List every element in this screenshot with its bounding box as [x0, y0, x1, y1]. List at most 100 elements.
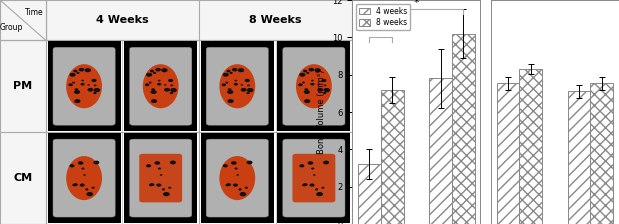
Circle shape — [163, 192, 170, 196]
Circle shape — [304, 99, 310, 103]
Circle shape — [235, 80, 237, 81]
Circle shape — [68, 83, 73, 86]
Circle shape — [302, 82, 305, 84]
Circle shape — [76, 72, 80, 74]
Circle shape — [311, 80, 314, 81]
Text: *: * — [413, 0, 419, 8]
Circle shape — [78, 161, 84, 165]
Ellipse shape — [296, 64, 332, 108]
Circle shape — [85, 189, 89, 191]
Circle shape — [245, 187, 248, 189]
FancyBboxPatch shape — [129, 47, 192, 125]
Bar — [381, 90, 404, 224]
Circle shape — [310, 183, 314, 187]
Circle shape — [225, 82, 228, 84]
Circle shape — [245, 79, 250, 82]
Circle shape — [234, 83, 238, 86]
Circle shape — [87, 192, 93, 196]
Circle shape — [239, 188, 241, 190]
Legend: 4 weeks, 8 weeks: 4 weeks, 8 weeks — [356, 4, 410, 30]
Circle shape — [73, 183, 78, 186]
Bar — [568, 91, 591, 224]
Circle shape — [150, 183, 154, 186]
FancyBboxPatch shape — [129, 139, 192, 217]
Circle shape — [241, 84, 243, 86]
Circle shape — [323, 92, 326, 94]
Circle shape — [227, 99, 234, 103]
Circle shape — [318, 88, 323, 92]
Bar — [591, 83, 613, 224]
Circle shape — [247, 84, 250, 86]
Circle shape — [85, 68, 91, 72]
Circle shape — [145, 83, 149, 86]
Circle shape — [74, 90, 80, 94]
Circle shape — [316, 192, 323, 196]
Bar — [201, 41, 274, 131]
Ellipse shape — [219, 156, 255, 200]
Circle shape — [246, 92, 250, 94]
Circle shape — [315, 189, 318, 191]
Circle shape — [303, 183, 308, 186]
Circle shape — [313, 174, 316, 176]
Bar — [0, 0, 46, 40]
Circle shape — [241, 88, 246, 92]
Ellipse shape — [143, 64, 179, 108]
Y-axis label: Bone Volume (mm³): Bone Volume (mm³) — [318, 70, 326, 154]
FancyBboxPatch shape — [283, 139, 345, 217]
Circle shape — [162, 188, 165, 190]
Circle shape — [150, 90, 157, 94]
Circle shape — [92, 79, 97, 82]
Circle shape — [310, 83, 314, 86]
Circle shape — [298, 83, 303, 86]
Circle shape — [154, 161, 160, 165]
Bar — [124, 41, 197, 131]
Ellipse shape — [66, 156, 102, 200]
FancyBboxPatch shape — [206, 47, 269, 125]
Circle shape — [85, 188, 89, 190]
Circle shape — [72, 184, 76, 186]
Circle shape — [222, 83, 226, 86]
FancyBboxPatch shape — [53, 139, 115, 217]
Circle shape — [162, 189, 165, 191]
Circle shape — [304, 90, 310, 94]
Circle shape — [321, 187, 324, 189]
Circle shape — [238, 189, 241, 191]
Bar — [277, 133, 350, 223]
Circle shape — [168, 79, 173, 82]
Circle shape — [232, 68, 238, 71]
Circle shape — [149, 184, 153, 186]
Circle shape — [164, 84, 167, 86]
Bar — [358, 164, 381, 224]
Circle shape — [79, 68, 84, 71]
Circle shape — [81, 168, 85, 170]
Circle shape — [227, 183, 231, 186]
Circle shape — [80, 183, 85, 187]
Bar — [124, 133, 197, 223]
Text: Time: Time — [25, 8, 44, 17]
Circle shape — [308, 161, 313, 165]
Circle shape — [233, 183, 238, 187]
Circle shape — [156, 183, 162, 187]
Circle shape — [227, 70, 231, 72]
Circle shape — [75, 88, 79, 91]
Circle shape — [155, 68, 161, 71]
Circle shape — [247, 88, 253, 92]
Bar — [496, 83, 519, 224]
Bar — [201, 133, 274, 223]
Circle shape — [238, 68, 245, 72]
Circle shape — [150, 70, 154, 72]
Bar — [519, 69, 542, 224]
Circle shape — [80, 83, 85, 86]
Circle shape — [302, 184, 306, 186]
Circle shape — [314, 68, 321, 72]
Circle shape — [153, 72, 156, 74]
Bar — [277, 41, 350, 131]
Circle shape — [246, 161, 253, 164]
Bar — [452, 34, 475, 224]
Text: Group: Group — [0, 23, 23, 32]
Circle shape — [308, 68, 314, 71]
Circle shape — [87, 88, 93, 92]
Circle shape — [170, 92, 173, 94]
Bar — [48, 41, 121, 131]
FancyBboxPatch shape — [283, 47, 345, 125]
